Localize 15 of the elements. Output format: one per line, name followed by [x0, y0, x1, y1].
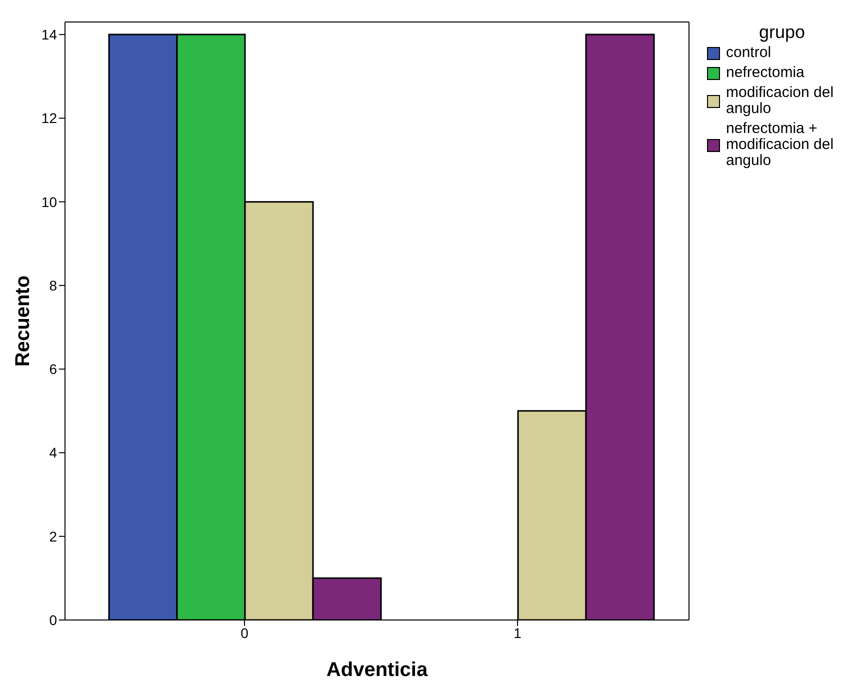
- legend-title: grupo: [758, 22, 806, 43]
- legend-label: control: [726, 44, 772, 61]
- legend-label: nefrectomia: [726, 64, 804, 81]
- y-tick-label: 10: [41, 194, 58, 210]
- y-axis-title: Recuento: [12, 275, 34, 367]
- y-tick-label: 2: [49, 528, 58, 544]
- y-tick-label: 4: [49, 444, 58, 461]
- x-tick-label: 1: [514, 624, 522, 641]
- x-axis-title: Adventicia: [326, 659, 428, 681]
- y-tick-label: 8: [49, 277, 58, 294]
- y-tick-label: 6: [49, 361, 58, 378]
- legend-label: nefrectomia + modificacion del angulo: [726, 120, 835, 169]
- y-tick-label: 0: [49, 612, 58, 628]
- y-tick-label: 12: [41, 110, 58, 126]
- y-tick-label: 14: [41, 26, 58, 43]
